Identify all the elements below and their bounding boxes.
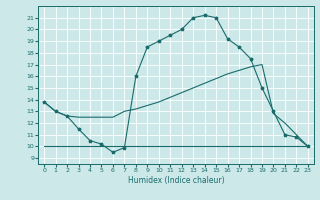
X-axis label: Humidex (Indice chaleur): Humidex (Indice chaleur) [128,176,224,185]
